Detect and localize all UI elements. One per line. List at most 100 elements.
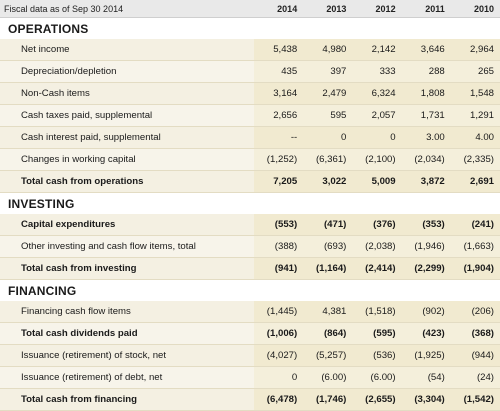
row-value: 0 — [254, 366, 304, 389]
row-value: 435 — [254, 60, 304, 83]
row-value: 2,691 — [450, 170, 500, 193]
table-row: Non-Cash items 3,164 2,479 6,324 1,808 1,548 — [0, 82, 500, 105]
table-row: Depreciation/depletion 435 397 333 288 265 — [0, 60, 500, 83]
row-label: Issuance (retirement) of debt, net — [0, 366, 255, 389]
row-value: (5,257) — [303, 344, 353, 367]
row-value: 397 — [303, 60, 353, 83]
row-label: Cash interest paid, supplemental — [0, 126, 255, 149]
row-value: 3,872 — [401, 170, 451, 193]
row-label: Total cash from operations — [0, 170, 255, 193]
row-value: (693) — [303, 235, 353, 258]
year-header-2012: 2012 — [352, 0, 402, 18]
row-label: Total cash dividends paid — [0, 322, 255, 345]
row-value: (2,655) — [352, 388, 402, 411]
row-value: (595) — [352, 322, 402, 345]
row-value: 6,324 — [352, 82, 402, 105]
row-value: 2,964 — [450, 39, 500, 61]
table-row: Issuance (retirement) of debt, net 0 (6.00… — [0, 366, 500, 389]
row-value: (1,746) — [303, 388, 353, 411]
row-value: (1,518) — [352, 301, 402, 323]
row-value: 4,381 — [303, 301, 353, 323]
row-value: 265 — [450, 60, 500, 83]
row-value: 2,479 — [303, 82, 353, 105]
row-value: (241) — [450, 214, 500, 236]
year-header-2013: 2013 — [303, 0, 353, 18]
section-title: FINANCING — [0, 279, 500, 301]
row-value: 3,164 — [254, 82, 304, 105]
row-value: (388) — [254, 235, 304, 258]
row-value: (1,904) — [450, 257, 500, 280]
table-row: Other investing and cash flow items, tot… — [0, 235, 500, 258]
row-value: -- — [254, 126, 304, 149]
row-value: 1,291 — [450, 104, 500, 127]
row-value: (423) — [401, 322, 451, 345]
row-label: Net income — [0, 39, 255, 61]
row-value: 333 — [352, 60, 402, 83]
table-header-row: Fiscal data as of Sep 30 2014 2014 2013 … — [0, 0, 500, 18]
section-heading-row: FINANCING — [0, 279, 500, 301]
row-value: (2,414) — [352, 257, 402, 280]
row-value: (2,335) — [450, 148, 500, 171]
row-value: (1,164) — [303, 257, 353, 280]
row-value: (2,299) — [401, 257, 451, 280]
row-value: (2,038) — [352, 235, 402, 258]
year-header-2010: 2010 — [450, 0, 500, 18]
row-label: Issuance (retirement) of stock, net — [0, 344, 255, 367]
year-header-2014: 2014 — [254, 0, 304, 18]
row-value: 3,646 — [401, 39, 451, 61]
row-label: Financing cash flow items — [0, 301, 255, 323]
row-value: (864) — [303, 322, 353, 345]
table-row: Issuance (retirement) of stock, net (4,02… — [0, 344, 500, 367]
row-value: (553) — [254, 214, 304, 236]
row-value: 288 — [401, 60, 451, 83]
row-label: Total cash from financing — [0, 388, 255, 411]
row-value: 5,009 — [352, 170, 402, 193]
row-value: 4,980 — [303, 39, 353, 61]
row-label: Capital expenditures — [0, 214, 255, 236]
row-value: 1,548 — [450, 82, 500, 105]
row-value: 2,057 — [352, 104, 402, 127]
row-label: Total cash from investing — [0, 257, 255, 280]
row-value: (2,100) — [352, 148, 402, 171]
row-value: (6.00) — [303, 366, 353, 389]
row-value: (1,946) — [401, 235, 451, 258]
row-value: (902) — [401, 301, 451, 323]
table-row: Net income 5,438 4,980 2,142 3,646 2,964 — [0, 39, 500, 61]
section-heading-row: INVESTING — [0, 192, 500, 214]
row-value: (1,445) — [254, 301, 304, 323]
row-value: 3,022 — [303, 170, 353, 193]
row-value: (536) — [352, 344, 402, 367]
table-row: Cash taxes paid, supplemental 2,656 595 2,0… — [0, 104, 500, 127]
table-row: Total cash from investing (941) (1,164) (2,… — [0, 257, 500, 280]
row-value: 595 — [303, 104, 353, 127]
row-value: (471) — [303, 214, 353, 236]
table-row: Capital expenditures (553) (471) (376) (353)… — [0, 214, 500, 236]
year-header-2011: 2011 — [401, 0, 451, 18]
table-row: Total cash from financing (6,478) (1,746)(… — [0, 388, 500, 411]
table-row: Total cash from operations 7,205 3,022 5,00… — [0, 170, 500, 193]
row-label: Depreciation/depletion — [0, 60, 255, 83]
row-value: (1,252) — [254, 148, 304, 171]
table-row: Financing cash flow items (1,445) 4,381 (1,… — [0, 301, 500, 323]
row-value: 2,656 — [254, 104, 304, 127]
row-value: (4,027) — [254, 344, 304, 367]
row-value: 3.00 — [401, 126, 451, 149]
row-label: Changes in working capital — [0, 148, 255, 171]
row-value: 2,142 — [352, 39, 402, 61]
row-value: 0 — [303, 126, 353, 149]
row-value: (2,034) — [401, 148, 451, 171]
row-label: Other investing and cash flow items, tot… — [0, 235, 255, 258]
row-value: (54) — [401, 366, 451, 389]
row-value: 1,731 — [401, 104, 451, 127]
row-label: Non-Cash items — [0, 82, 255, 105]
row-value: (376) — [352, 214, 402, 236]
row-value: (1,663) — [450, 235, 500, 258]
row-value: 4.00 — [450, 126, 500, 149]
row-value: (368) — [450, 322, 500, 345]
table-row: Changes in working capital (1,252) (6,361)… — [0, 148, 500, 171]
row-value: 1,808 — [401, 82, 451, 105]
row-value: (941) — [254, 257, 304, 280]
row-value: (6,361) — [303, 148, 353, 171]
fiscal-data-caption: Fiscal data as of Sep 30 2014 — [0, 0, 255, 18]
